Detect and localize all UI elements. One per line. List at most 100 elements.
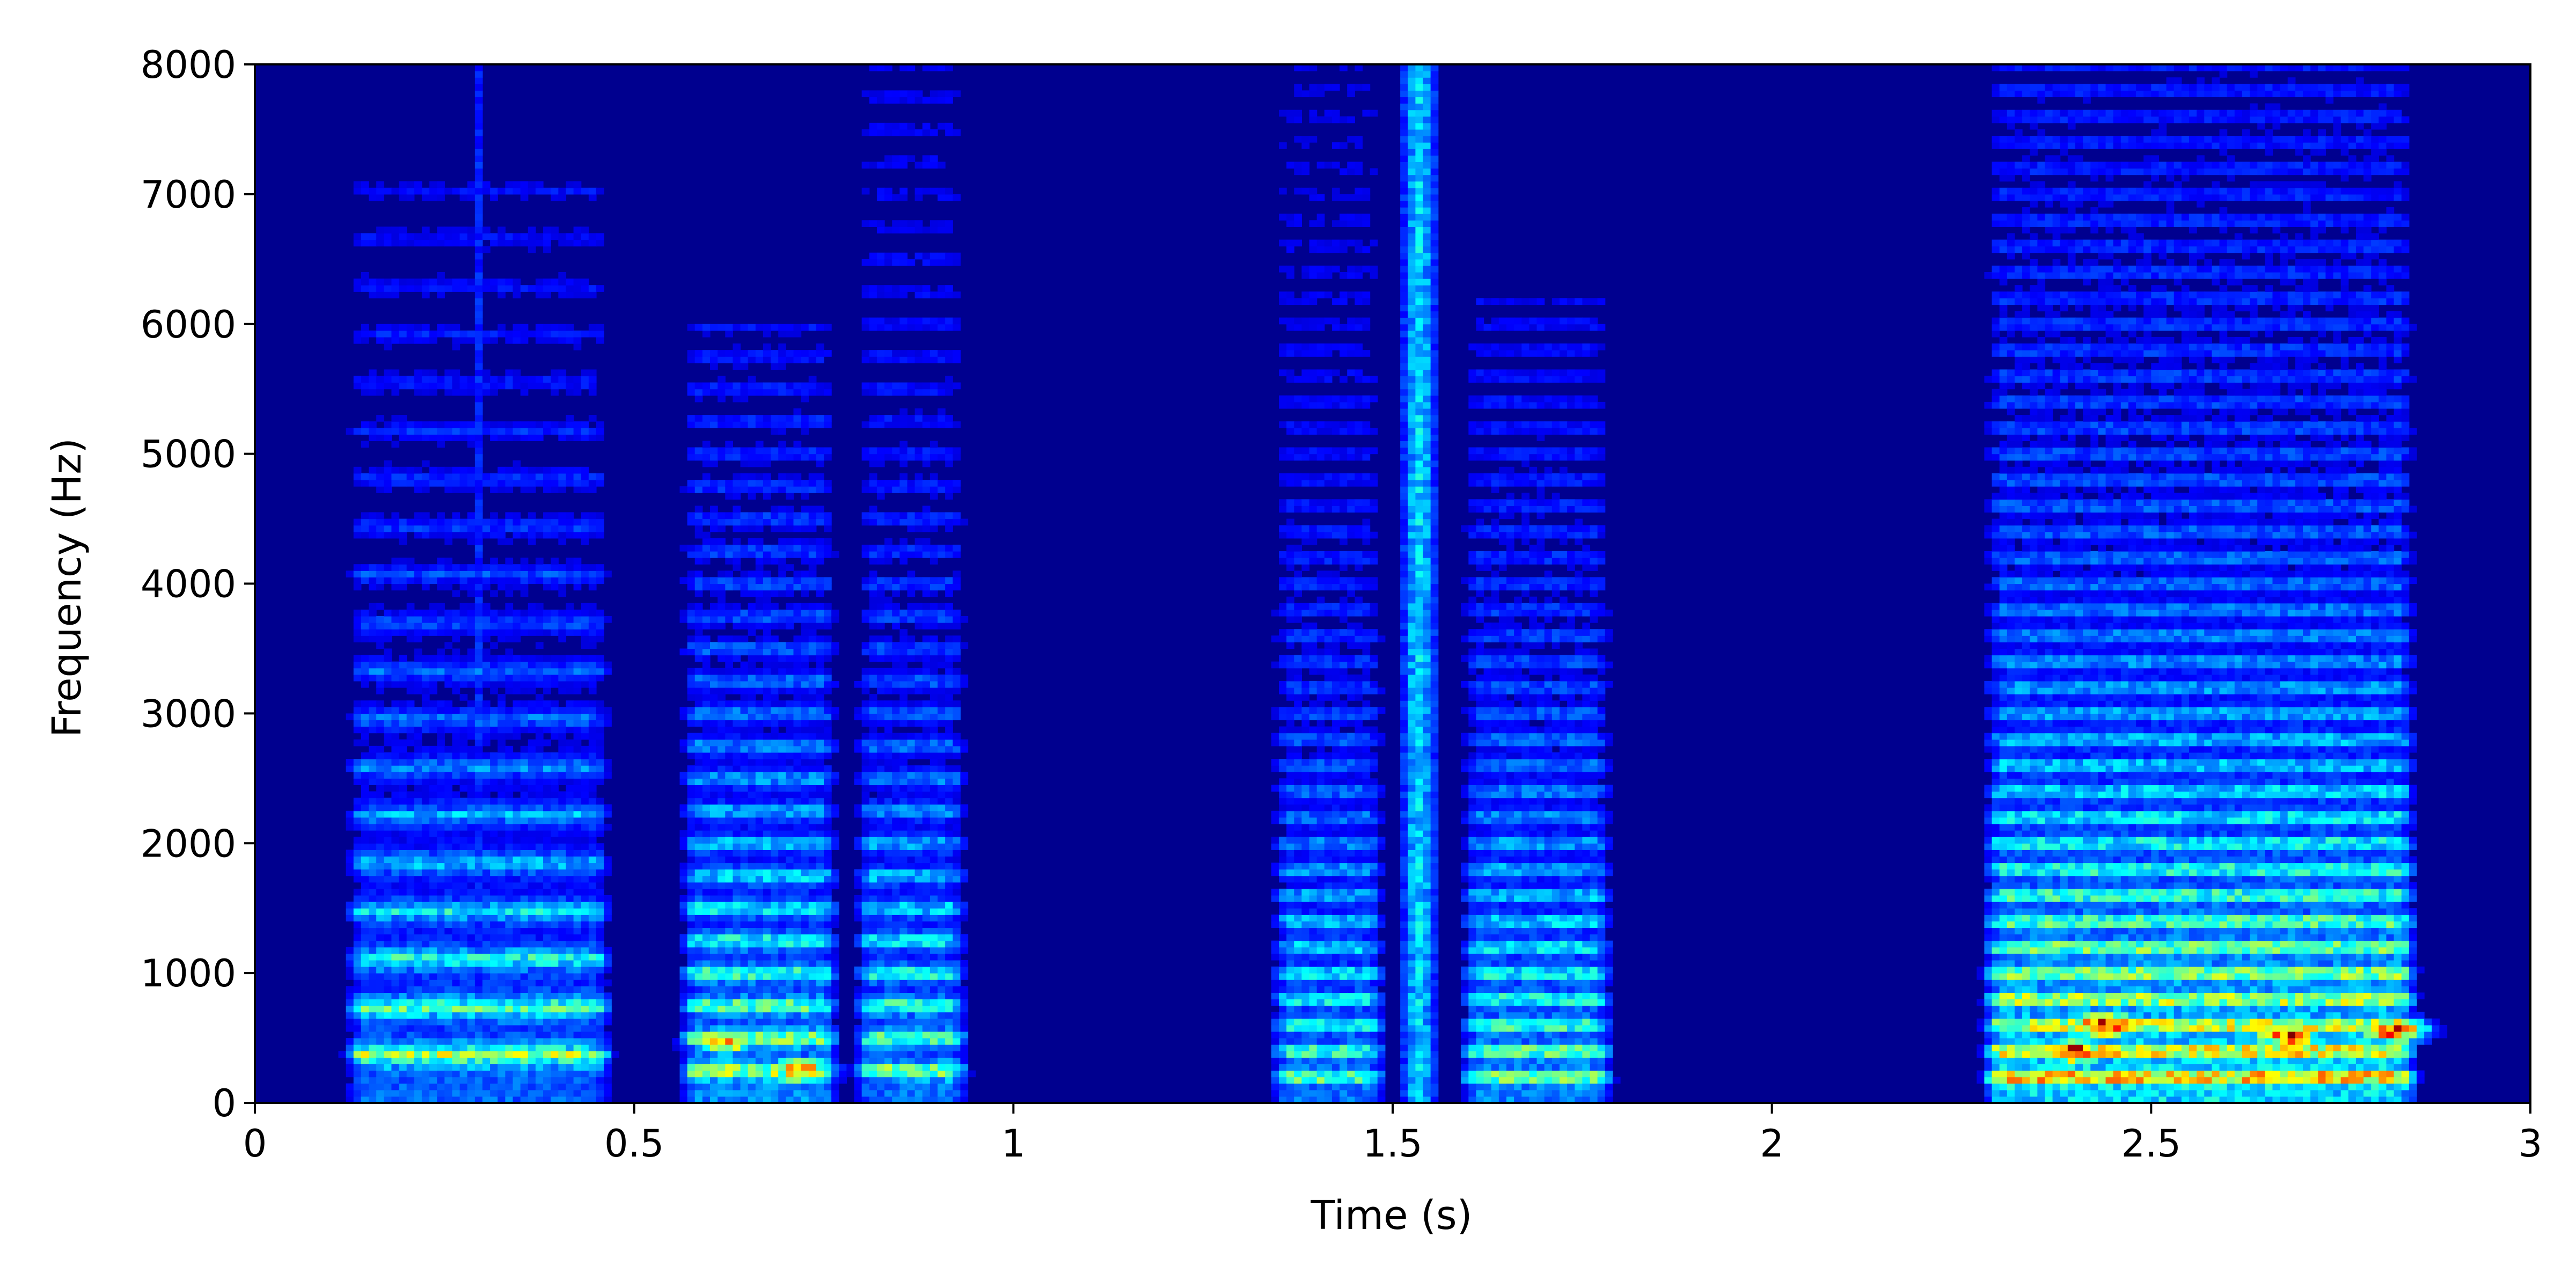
spectrogram-cell [520, 960, 529, 967]
spectrogram-cell [437, 1057, 445, 1065]
spectrogram-cell [718, 687, 726, 694]
spectrogram-cell [566, 687, 574, 694]
spectrogram-cell [513, 875, 521, 883]
spectrogram-cell [467, 856, 475, 863]
spectrogram-cell [771, 616, 779, 623]
spectrogram-cell [391, 745, 400, 753]
spectrogram-cell [718, 785, 726, 792]
spectrogram-cell [361, 1031, 369, 1038]
spectrogram-cell [482, 1077, 491, 1084]
spectrogram-cell [778, 544, 786, 552]
spectrogram-cell [353, 888, 362, 896]
spectrogram-cell [482, 967, 491, 974]
spectrogram-cell [406, 1077, 415, 1084]
spectrogram-cell [459, 817, 468, 824]
spectrogram-cell [778, 350, 786, 357]
spectrogram-cell [437, 1005, 445, 1013]
spectrogram-cell [384, 1051, 392, 1058]
spectrogram-cell [414, 862, 422, 870]
spectrogram-cell [694, 1012, 703, 1019]
spectrogram-cell [505, 1038, 514, 1045]
spectrogram-cell [414, 1096, 422, 1103]
spectrogram-cell [437, 655, 445, 662]
spectrogram-cell [558, 1031, 567, 1038]
spectrogram-cell [361, 902, 369, 909]
spectrogram-cell [467, 947, 475, 954]
spectrogram-cell [414, 1031, 422, 1038]
spectrogram-cell [786, 551, 794, 558]
spectrogram-cell [505, 902, 514, 909]
spectrogram-cell [710, 804, 718, 811]
spectrogram-cell [679, 1077, 688, 1084]
spectrogram-cell [771, 967, 779, 974]
spectrogram-cell [725, 908, 733, 915]
spectrogram-cell [740, 908, 749, 915]
spectrogram-cell [369, 745, 377, 753]
spectrogram-cell [361, 680, 369, 688]
spectrogram-cell [740, 707, 749, 714]
spectrogram-cell [505, 947, 514, 954]
spectrogram-cell [793, 720, 802, 727]
spectrogram-cell [429, 713, 437, 721]
spectrogram-cell [391, 837, 400, 844]
spectrogram-cell [505, 953, 514, 961]
spectrogram-cell [710, 837, 718, 844]
spectrogram-cell [452, 1005, 460, 1013]
spectrogram-cell [376, 1024, 384, 1032]
spectrogram-cell [444, 804, 453, 811]
spectrogram-cell [406, 674, 415, 682]
spectrogram-cell [771, 862, 779, 870]
spectrogram-cell [581, 239, 589, 247]
spectrogram-cell [452, 875, 460, 883]
spectrogram-cell [497, 1018, 506, 1026]
spectrogram-cell [543, 830, 551, 837]
spectrogram-cell [786, 700, 794, 707]
spectrogram-cell [391, 817, 400, 824]
spectrogram-cell [414, 1077, 422, 1084]
spectrogram-cell [679, 1070, 688, 1078]
spectrogram-cell [778, 720, 786, 727]
spectrogram-cell [528, 570, 536, 577]
spectrogram-cell [421, 1012, 430, 1019]
spectrogram-cell [474, 434, 483, 442]
spectrogram-cell [748, 453, 756, 461]
spectrogram-cell [702, 772, 711, 779]
spectrogram-cell [588, 953, 597, 961]
spectrogram-cell [778, 583, 786, 591]
spectrogram-cell [513, 967, 521, 974]
spectrogram-cell [497, 655, 506, 662]
spectrogram-cell [414, 629, 422, 636]
spectrogram-cell [755, 577, 764, 584]
spectrogram-cell [490, 927, 498, 935]
spectrogram-cell [429, 473, 437, 480]
spectrogram-cell [694, 324, 703, 331]
spectrogram-cell [406, 564, 415, 571]
spectrogram-cell [566, 473, 574, 480]
spectrogram-cell [793, 908, 802, 915]
spectrogram-cell [528, 609, 536, 617]
spectrogram-cell [778, 616, 786, 623]
spectrogram-cell [528, 986, 536, 993]
spectrogram-cell [535, 902, 544, 909]
spectrogram-cell [596, 324, 604, 331]
spectrogram-cell [391, 843, 400, 850]
spectrogram-cell [520, 999, 529, 1006]
spectrogram-cell [467, 914, 475, 921]
spectrogram-cell [679, 616, 688, 623]
spectrogram-cell [763, 817, 771, 824]
spectrogram-cell [406, 921, 415, 928]
spectrogram-cell [748, 1064, 756, 1071]
spectrogram-cell [725, 888, 733, 896]
spectrogram-cell [733, 986, 741, 993]
spectrogram-cell [748, 324, 756, 331]
spectrogram-cell [793, 668, 802, 675]
spectrogram-cell [406, 902, 415, 909]
spectrogram-cell [778, 441, 786, 448]
spectrogram-cell [801, 1057, 809, 1065]
spectrogram-cell [467, 869, 475, 876]
spectrogram-cell [596, 428, 604, 435]
spectrogram-cell [384, 726, 392, 734]
spectrogram-cell [353, 629, 362, 636]
spectrogram-cell [467, 181, 475, 188]
spectrogram-cell [513, 817, 521, 824]
